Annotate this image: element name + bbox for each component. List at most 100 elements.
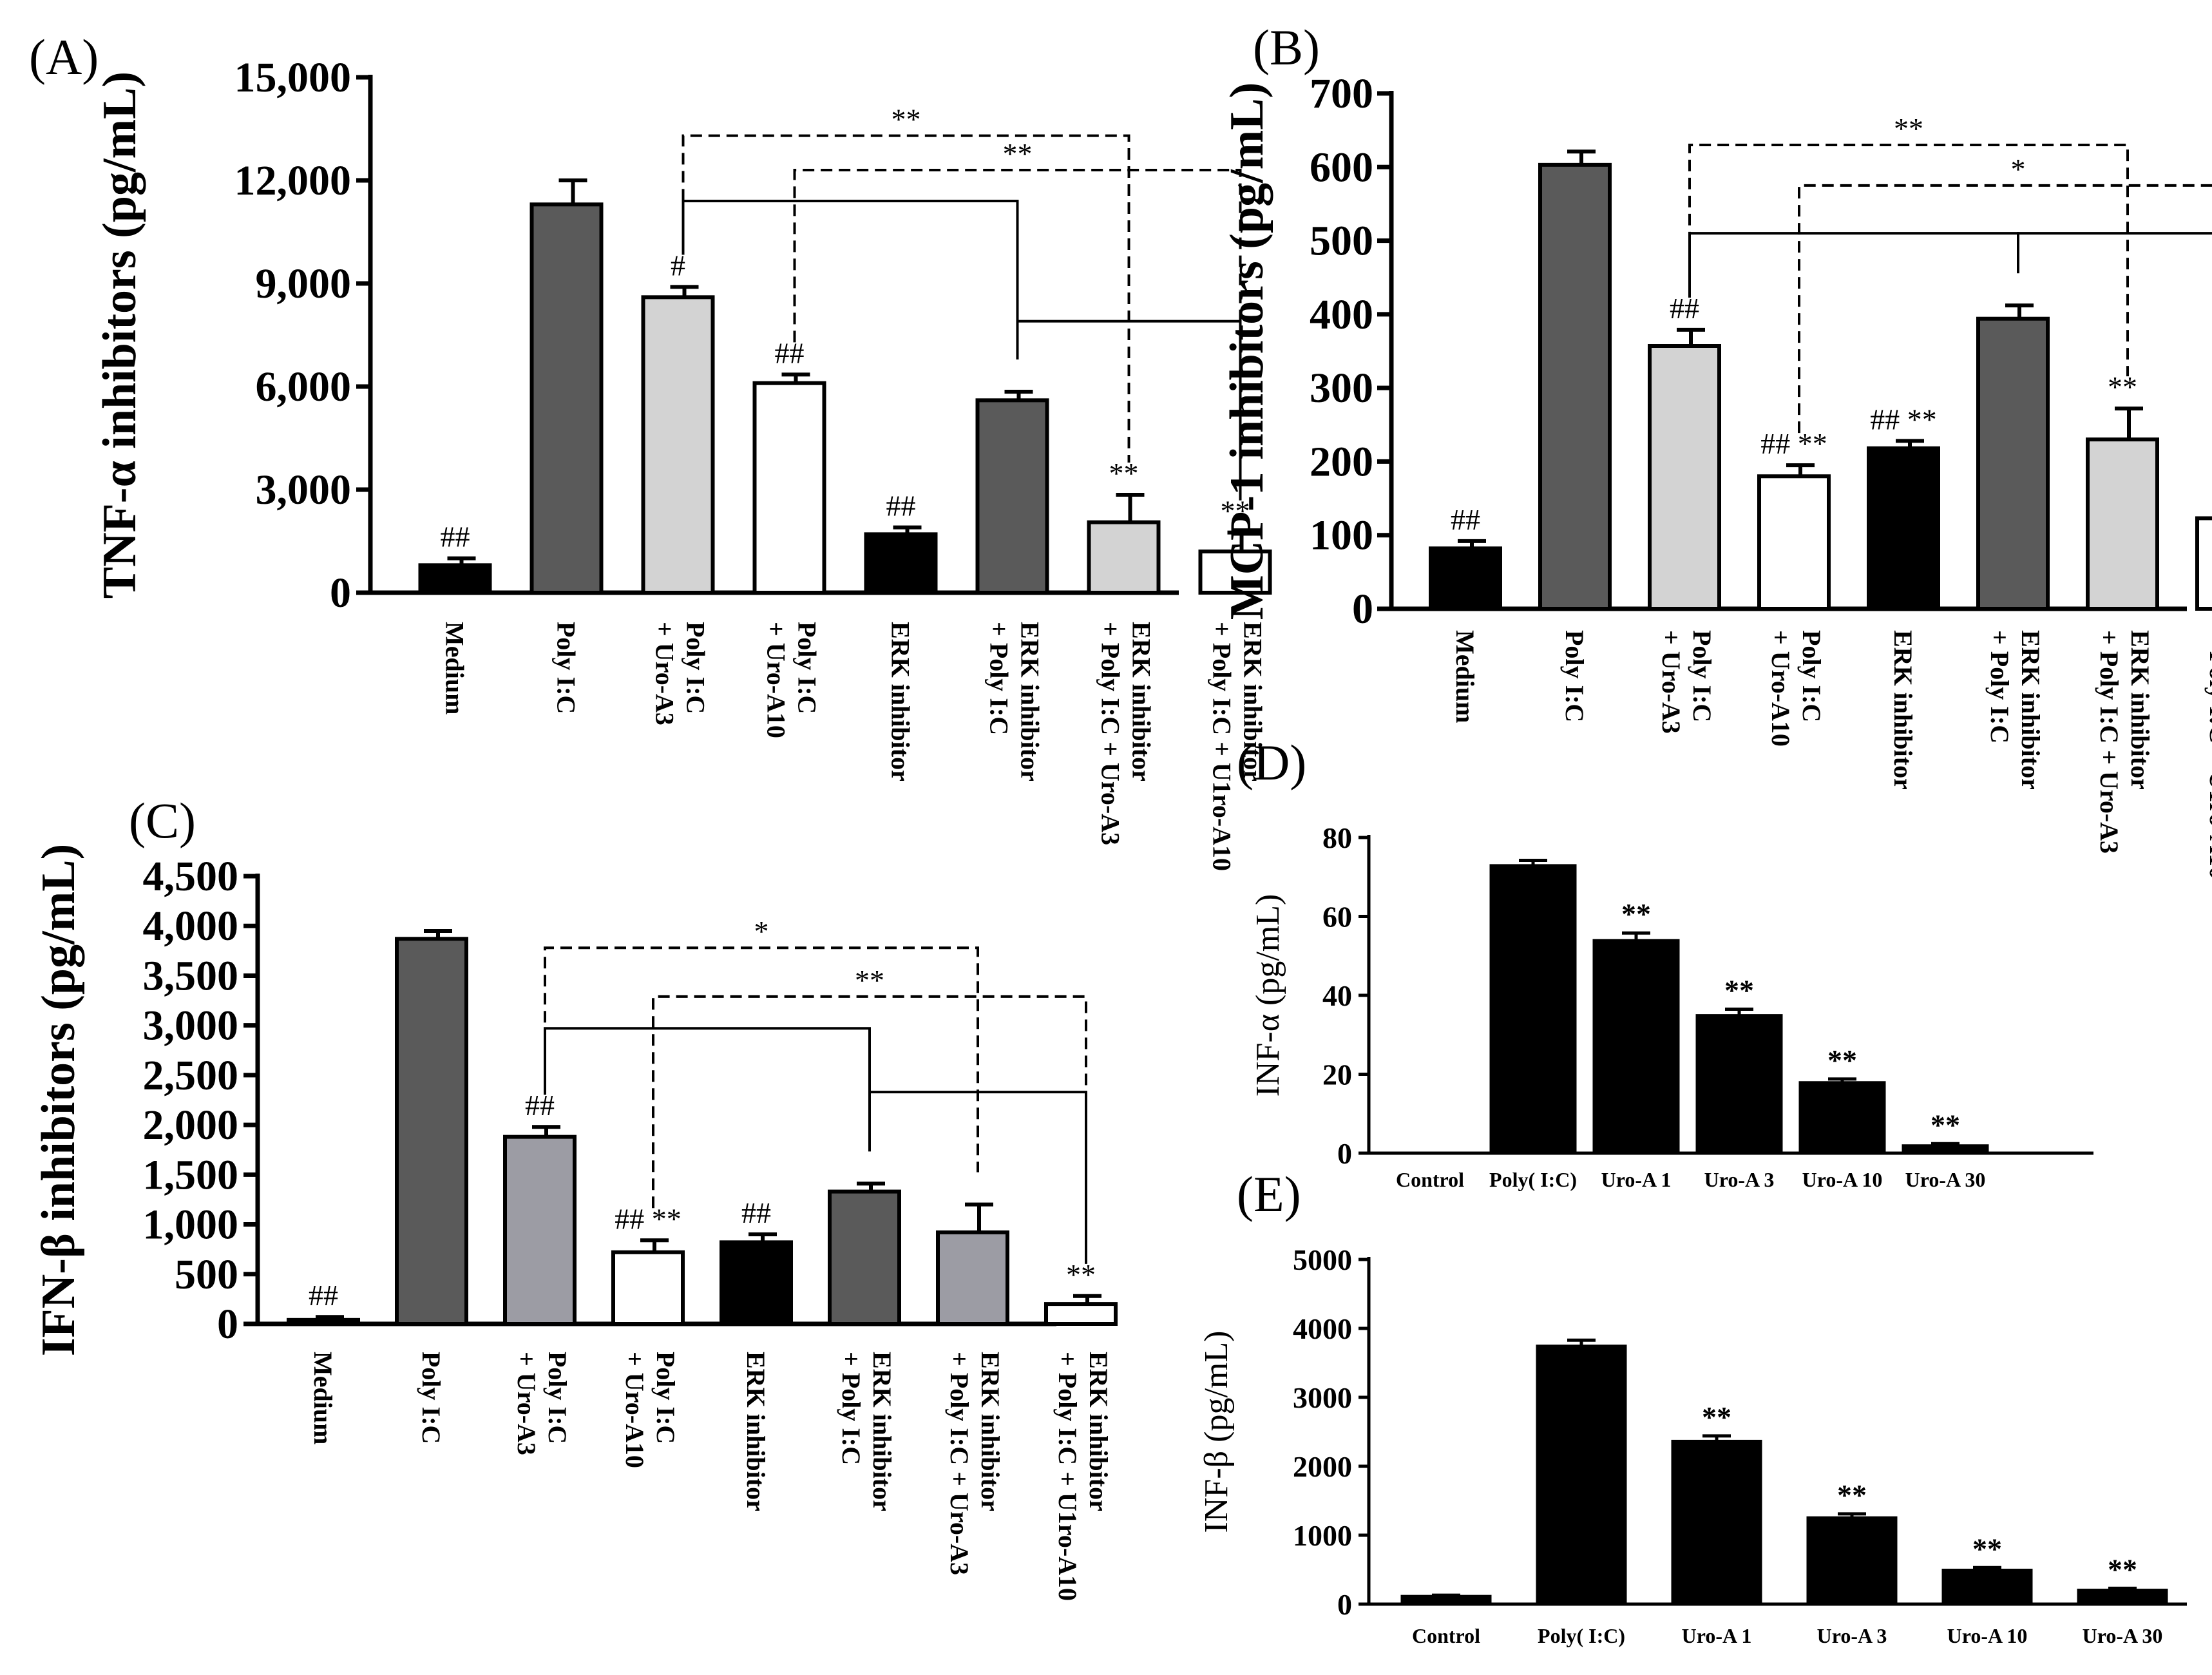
category-label: Medium (441, 622, 470, 714)
category-label: ERK inhibitor (1239, 622, 1268, 781)
category-label: ERK inhibitor (2126, 630, 2155, 790)
bar (1489, 864, 1577, 1154)
category-label: ERK inhibitor (741, 1352, 770, 1511)
category-label: ERK inhibitor (1016, 622, 1045, 781)
significance-mark: ** (1109, 457, 1139, 490)
bar (864, 532, 938, 595)
bracket-label: * (754, 915, 769, 948)
category-label: Poly I:C (682, 622, 710, 714)
category-label: Medium (309, 1352, 338, 1444)
y-tick-label: 0 (330, 570, 351, 617)
y-tick-label: 1,000 (143, 1201, 239, 1249)
bar (2077, 1589, 2168, 1605)
comparison-bracket (682, 134, 1130, 463)
category-label: Uro-A 30 (2083, 1624, 2163, 1647)
category-label: Poly I:C (417, 1352, 446, 1444)
category-label: + Poly I:C + U1ro-A10 (1208, 622, 1237, 871)
bracket-label: ** (1003, 137, 1033, 170)
panel-label: (C) (129, 792, 196, 848)
bar (720, 1240, 793, 1326)
y-tick-label: 100 (1310, 512, 1373, 559)
bar (2086, 437, 2159, 611)
y-tick-label: 12,000 (234, 157, 352, 204)
bar (395, 937, 468, 1326)
significance-mark: ## ** (1870, 403, 1937, 436)
y-axis-label: IFN-β inhibitors (pg/mL) (32, 844, 85, 1357)
significance-mark: ** (1702, 1401, 1731, 1433)
category-label: + Uro-A10 (1766, 630, 1795, 747)
category-label: Uro-A 10 (1947, 1624, 2028, 1647)
category-label: Uro-A 3 (1704, 1168, 1775, 1191)
bar (1671, 1439, 1762, 1605)
category-label: ERK inhibitor (886, 622, 915, 781)
significance-mark: ## (741, 1196, 771, 1229)
significance-mark: # (671, 249, 685, 282)
bar (752, 381, 826, 595)
bar (287, 1317, 360, 1326)
category-label: Medium (1451, 630, 1480, 723)
bar (1806, 1516, 1898, 1605)
bar (1044, 1302, 1118, 1326)
bracket-label: ** (891, 103, 921, 136)
significance-mark: ** (1931, 1108, 1960, 1141)
y-tick-label: 600 (1310, 144, 1373, 191)
panel-label: (D) (1237, 734, 1306, 790)
category-label: Uro-A 1 (1682, 1624, 1752, 1647)
y-tick-label: 3000 (1293, 1381, 1352, 1414)
y-tick-label: 60 (1322, 901, 1352, 933)
bar (828, 1189, 901, 1326)
bar (975, 398, 1049, 595)
category-label: + Poly I:C + U1ro-A10 (1053, 1352, 1082, 1601)
category-label: Poly( I:C) (1489, 1168, 1577, 1191)
category-label: ERK inhibitor (868, 1352, 897, 1511)
y-tick-label: 2,500 (143, 1052, 239, 1099)
category-label: + Poly I:C + Uro-A3 (1096, 622, 1125, 845)
bar (611, 1250, 685, 1326)
category-label: + Uro-A10 (620, 1352, 649, 1468)
category-label: + Uro-A3 (1657, 630, 1686, 734)
category-label: Poly I:C (1797, 630, 1826, 722)
y-tick-label: 1000 (1293, 1519, 1352, 1552)
y-tick-label: 400 (1310, 291, 1373, 338)
y-tick-label: 80 (1322, 821, 1352, 854)
significance-mark: ** (1827, 1044, 1857, 1077)
y-tick-label: 0 (1337, 1588, 1352, 1621)
significance-mark: ## (441, 521, 470, 553)
y-tick-label: 4,500 (143, 853, 239, 900)
y-tick-label: 3,500 (143, 952, 239, 999)
y-tick-label: 3,000 (256, 466, 352, 513)
y-tick-label: 500 (175, 1251, 238, 1298)
significance-mark: ## (775, 336, 805, 369)
category-label: Uro-A 10 (1802, 1168, 1883, 1191)
y-tick-label: 3,000 (143, 1002, 239, 1049)
y-tick-label: 9,000 (256, 260, 352, 307)
category-label: ERK inhibitor (1127, 622, 1156, 781)
significance-mark: ** (1221, 495, 1250, 528)
bar (1429, 546, 1502, 611)
y-tick-label: 5000 (1293, 1243, 1352, 1276)
y-axis-label: INF-α (pg/mL) (1250, 894, 1286, 1097)
bar (1798, 1081, 1886, 1154)
significance-mark: ## (1451, 503, 1480, 536)
panel-label: (E) (1237, 1166, 1301, 1222)
comparison-bracket (868, 1091, 1087, 1264)
category-label: + Uro-A10 (762, 622, 791, 738)
category-label: + Poly I:C (837, 1352, 866, 1465)
y-axis-label: INF-β (pg/mL) (1198, 1331, 1235, 1533)
bar (1941, 1569, 2033, 1605)
y-tick-label: 0 (217, 1301, 238, 1348)
category-label: + Uro-A3 (512, 1352, 541, 1455)
bar (936, 1230, 1009, 1326)
panel-label: (A) (29, 29, 99, 85)
y-tick-label: 1,500 (143, 1151, 239, 1198)
category-label: ERK inhibitor (976, 1352, 1005, 1511)
significance-mark: ## (1670, 292, 1699, 325)
significance-mark: ** (1621, 897, 1651, 930)
category-label: Poly I:C (1688, 630, 1717, 722)
y-axis-label: MCP-1 inhibitors (pg/mL) (1221, 82, 1273, 620)
significance-mark: ** (1724, 973, 1754, 1006)
category-label: Control (1396, 1168, 1464, 1191)
panel-e: (E) INF-β (pg/mL) 0 1000 2000 3000 4000 5000 ** *… (1198, 1166, 2187, 1647)
bracket-label: ** (1894, 112, 1923, 145)
bar (1400, 1594, 1492, 1605)
